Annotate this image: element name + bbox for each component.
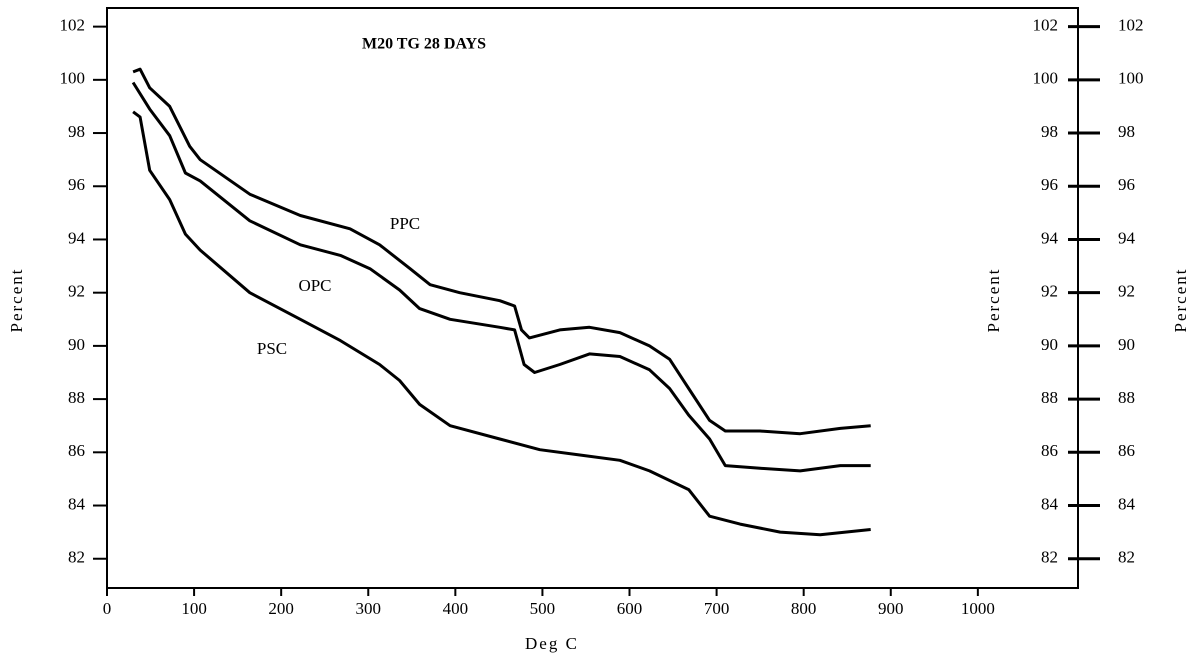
y-tick-label: 98	[68, 122, 85, 141]
y2-tick-label: 96	[1041, 175, 1058, 194]
y2-tick-label: 100	[1033, 69, 1059, 88]
x-tick-label: 700	[704, 599, 730, 618]
y2-tick-label: 92	[1041, 282, 1058, 301]
y2-tick-label: 98	[1118, 122, 1135, 141]
y2-tick-label: 100	[1118, 69, 1144, 88]
y2-tick-label: 102	[1118, 16, 1144, 35]
y-tick-label: 82	[68, 548, 85, 567]
y-tick-label: 94	[68, 228, 86, 247]
annotation: PPC	[390, 214, 420, 233]
y2-tick-label: 84	[1041, 494, 1059, 513]
y-tick-label: 100	[60, 69, 86, 88]
data-line	[132, 110, 871, 537]
x-tick-label: 600	[617, 599, 643, 618]
annotation: PSC	[257, 339, 287, 358]
x-tick-label: 1000	[961, 599, 995, 618]
x-tick-label: 0	[103, 599, 112, 618]
y-tick-label: 84	[68, 494, 86, 513]
y2-tick-label: 86	[1118, 441, 1135, 460]
y2-tick-label: 88	[1118, 388, 1135, 407]
y-tick-label: 92	[68, 282, 85, 301]
y-axis-label: Percent	[7, 268, 26, 333]
x-tick-label: 500	[530, 599, 556, 618]
x-tick-label: 100	[181, 599, 207, 618]
y2-axis-label: Percent	[1171, 268, 1190, 333]
x-tick-label: 800	[791, 599, 817, 618]
x-tick-label: 900	[878, 599, 904, 618]
y2-tick-label: 96	[1118, 175, 1135, 194]
annotation: OPC	[298, 276, 331, 295]
x-tick-label: 200	[268, 599, 294, 618]
y2-tick-label: 82	[1118, 548, 1135, 567]
y2-tick-label: 90	[1118, 335, 1135, 354]
y2-tick-label: 94	[1041, 228, 1059, 247]
y2-axis-label: Percent	[984, 268, 1003, 333]
y-tick-label: 88	[68, 388, 85, 407]
y-tick-label: 102	[60, 16, 86, 35]
plot-frame	[106, 7, 1079, 589]
y2-tick-label: 84	[1118, 494, 1136, 513]
y2-tick-label: 92	[1118, 282, 1135, 301]
data-line	[131, 81, 871, 473]
x-axis-label: Deg C	[525, 634, 579, 653]
data-line	[132, 67, 871, 436]
y2-tick-label: 86	[1041, 441, 1058, 460]
y-tick-label: 86	[68, 441, 85, 460]
y2-tick-label: 98	[1041, 122, 1058, 141]
y2-tick-label: 94	[1118, 228, 1136, 247]
x-tick-label: 300	[356, 599, 382, 618]
x-tick-label: 400	[443, 599, 469, 618]
y-tick-label: 90	[68, 335, 85, 354]
y2-tick-label: 90	[1041, 335, 1058, 354]
y-tick-label: 96	[68, 175, 85, 194]
y2-tick-label: 102	[1033, 16, 1059, 35]
chart-title: M20 TG 28 DAYS	[362, 36, 486, 53]
y2-tick-label: 88	[1041, 388, 1058, 407]
y2-tick-label: 82	[1041, 548, 1058, 567]
